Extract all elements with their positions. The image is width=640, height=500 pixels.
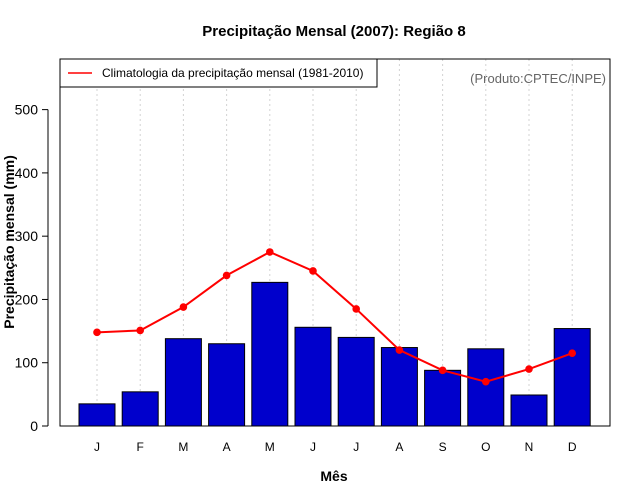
legend: Climatologia da precipitação mensal (198…: [59, 58, 378, 88]
climatology-point-7: [352, 305, 361, 313]
y-tick-label: 100: [15, 355, 39, 371]
bar-8: [380, 347, 418, 427]
x-tick-label: J: [310, 440, 316, 454]
climatology-line: [93, 248, 576, 386]
climatology-point-11: [525, 365, 533, 373]
climatology-polyline: [96, 250, 573, 383]
x-tick-label: F: [137, 440, 144, 454]
bar-7: [337, 336, 375, 427]
climatology-point-2: [136, 326, 144, 335]
bar-2: [121, 391, 159, 427]
credit-text: (Produto:CPTEC/INPE): [470, 71, 606, 86]
x-tick-label: M: [265, 440, 275, 454]
x-tick-label: D: [568, 440, 577, 454]
x-axis-label: Mês: [320, 468, 347, 484]
climatology-point-8: [395, 346, 404, 354]
bar-4: [208, 343, 246, 427]
legend-box: [59, 58, 378, 88]
x-tick-label: J: [94, 440, 100, 454]
y-axis-label: Precipitação mensal (mm): [1, 155, 17, 329]
bar-10: [467, 348, 505, 427]
x-tick-label: A: [395, 440, 403, 454]
climatology-point-9: [438, 366, 447, 375]
climatology-point-3: [179, 303, 188, 311]
y-tick-label: 300: [15, 228, 39, 244]
y-tick-label: 500: [15, 102, 39, 118]
bar-6: [294, 326, 332, 427]
bar-9: [424, 369, 462, 427]
x-tick-label: S: [439, 440, 447, 454]
y-tick-label: 200: [15, 291, 39, 307]
climatology-point-12: [568, 349, 576, 358]
climatology-point-5: [266, 248, 274, 256]
chart-title: Precipitação Mensal (2007): Região 8: [202, 23, 465, 40]
x-tick-label: O: [481, 440, 490, 454]
climatology-point-1: [93, 328, 101, 337]
bars: [78, 281, 591, 427]
bar-11: [510, 394, 548, 427]
x-tick-label: J: [353, 440, 359, 454]
y-axis: 0 100 200 300 400 500: [15, 102, 49, 434]
bar-12: [553, 328, 591, 427]
climatology-point-4: [222, 271, 231, 280]
y-tick-label: 0: [30, 418, 38, 434]
bar-5: [251, 281, 289, 427]
x-tick-label: A: [223, 440, 231, 454]
x-tick-label: N: [525, 440, 534, 454]
climatology-point-10: [482, 377, 490, 386]
legend-label: Climatologia da precipitação mensal (198…: [102, 66, 363, 80]
bar-1: [78, 403, 116, 427]
x-tick-label: M: [178, 440, 188, 454]
bar-3: [164, 338, 202, 427]
y-tick-label: 400: [15, 165, 39, 181]
climatology-point-6: [309, 267, 317, 275]
